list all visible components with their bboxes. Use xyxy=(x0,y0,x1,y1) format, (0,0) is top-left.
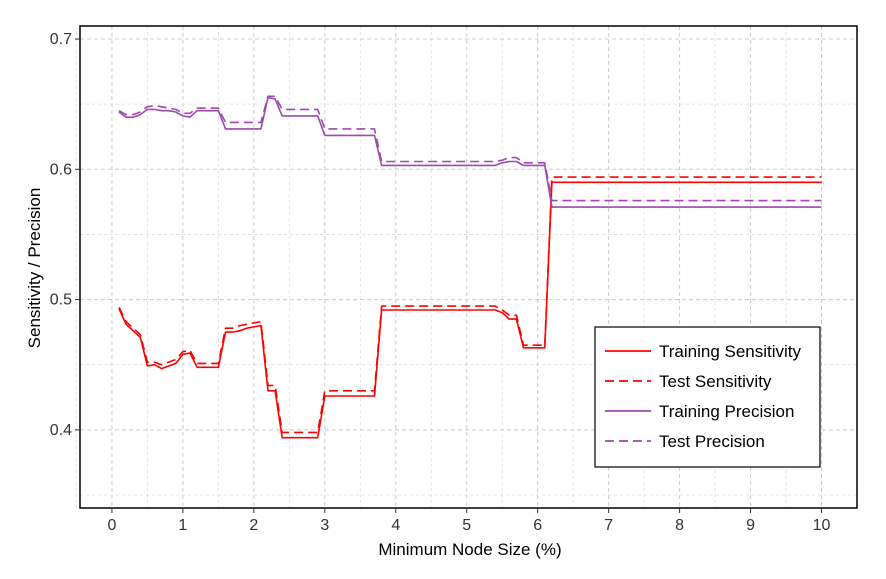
legend-label: Training Precision xyxy=(659,402,794,421)
legend-label: Test Sensitivity xyxy=(659,372,772,391)
x-tick-label: 0 xyxy=(107,517,116,534)
x-tick-label: 8 xyxy=(675,517,684,534)
y-tick-label: 0.5 xyxy=(50,292,72,309)
x-axis-title: Minimum Node Size (%) xyxy=(378,540,561,559)
y-axis-ticks: 0.4 0.5 0.6 0.7 xyxy=(50,31,80,439)
legend: Training Sensitivity Test Sensitivity Trai… xyxy=(594,326,821,468)
x-tick-label: 9 xyxy=(746,517,755,534)
x-tick-label: 2 xyxy=(249,517,258,534)
series-line-training-sensitivity xyxy=(118,181,822,439)
grid xyxy=(76,26,858,508)
plot-border xyxy=(79,25,858,509)
y-axis-title: Sensitivity / Precision xyxy=(25,188,44,349)
x-axis-ticks: 0 1 2 3 4 5 6 7 8 9 10 xyxy=(107,508,831,534)
series-line-test-precision xyxy=(118,95,822,202)
x-tick-label: 6 xyxy=(533,517,542,534)
x-tick-label: 10 xyxy=(813,517,831,534)
legend-label: Test Precision xyxy=(659,432,765,451)
x-tick-label: 1 xyxy=(178,517,187,534)
series-line-training-precision xyxy=(118,96,822,208)
x-tick-label: 4 xyxy=(391,517,400,534)
legend-label: Training Sensitivity xyxy=(659,342,802,361)
y-tick-label: 0.7 xyxy=(50,31,72,48)
series-lines xyxy=(118,95,822,439)
y-tick-label: 0.6 xyxy=(50,161,72,178)
y-tick-label: 0.4 xyxy=(50,422,72,439)
x-tick-label: 7 xyxy=(604,517,613,534)
x-tick-label: 5 xyxy=(462,517,471,534)
x-tick-label: 3 xyxy=(320,517,329,534)
